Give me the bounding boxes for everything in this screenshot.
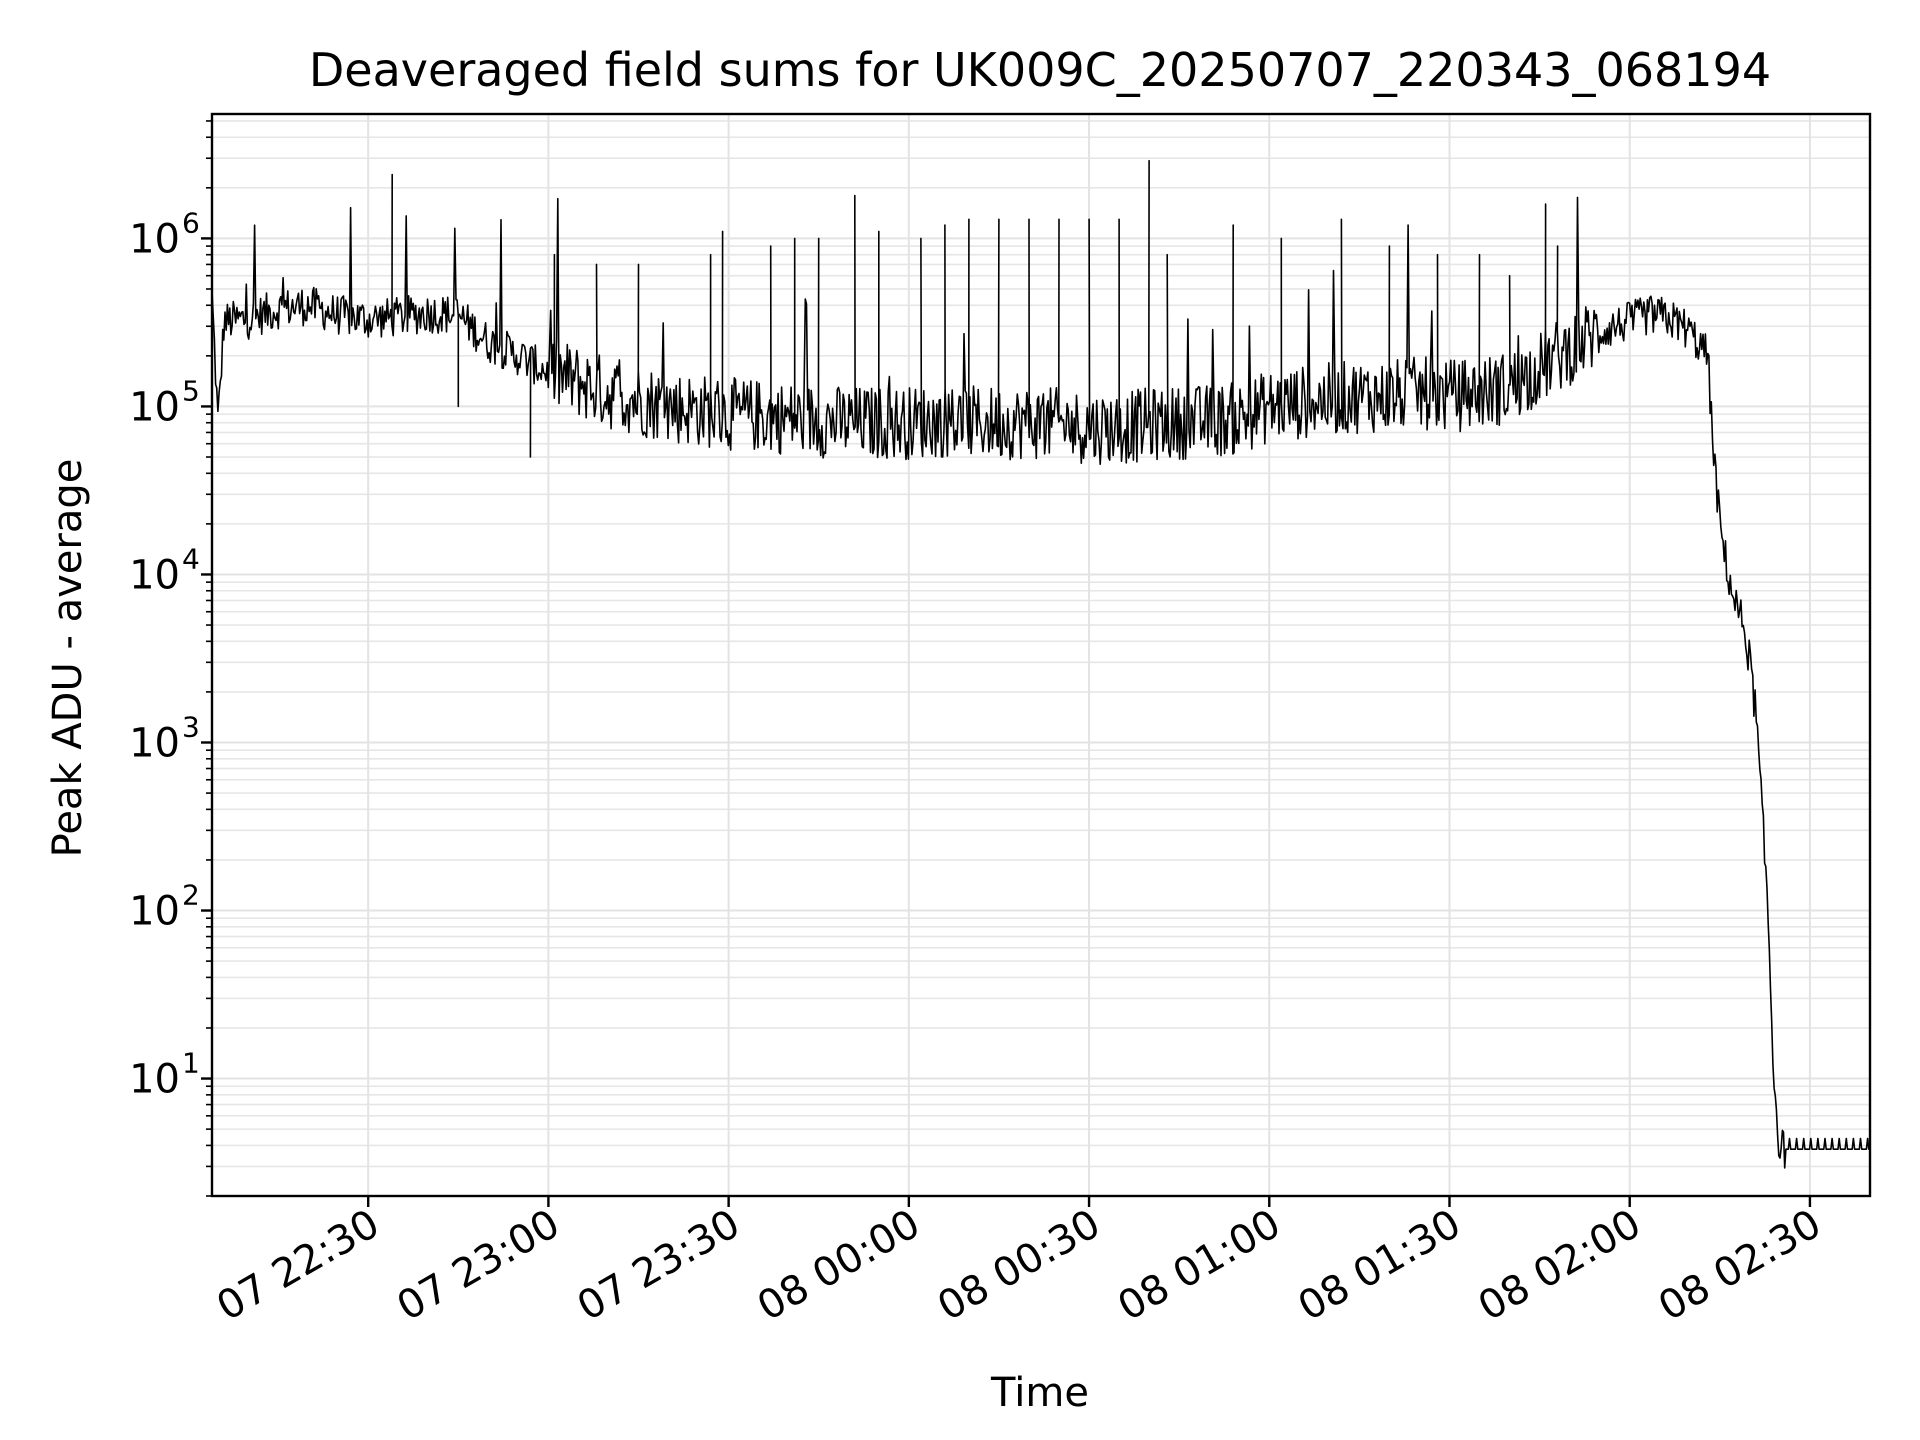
y-tick-label-exponent: 1 — [182, 1047, 200, 1080]
y-tick-label-exponent: 4 — [182, 542, 200, 575]
chart-title: Deaveraged field sums for UK009C_2025070… — [309, 43, 1771, 97]
y-tick-label: 10 6 — [129, 206, 200, 262]
series-line — [211, 159, 1870, 1169]
y-axis-label: Peak ADU - average — [45, 459, 91, 858]
y-tick-label-base: 10 — [129, 552, 180, 598]
y-tick-label: 10 1 — [129, 1047, 200, 1103]
y-tick-label-base: 10 — [129, 216, 180, 262]
y-tick-label-exponent: 5 — [182, 374, 200, 407]
y-tick-label: 10 2 — [129, 879, 200, 935]
y-tick-label-exponent: 6 — [182, 206, 200, 239]
series-layer — [211, 159, 1870, 1169]
y-tick-label: 10 4 — [129, 542, 200, 598]
y-tick-label: 10 3 — [129, 710, 200, 766]
y-tick-label-base: 10 — [129, 1057, 180, 1103]
plot-area-frame — [210, 112, 1872, 1198]
y-tick-label-exponent: 3 — [182, 710, 200, 743]
y-tick-label-base: 10 — [129, 889, 180, 935]
grid-lines — [212, 114, 1870, 1197]
y-tick-label-base: 10 — [129, 384, 180, 430]
y-tick-label-exponent: 2 — [182, 879, 200, 912]
y-tick-label-base: 10 — [129, 720, 180, 766]
x-axis-label: Time — [990, 1370, 1089, 1416]
y-tick-label: 10 5 — [129, 374, 200, 430]
